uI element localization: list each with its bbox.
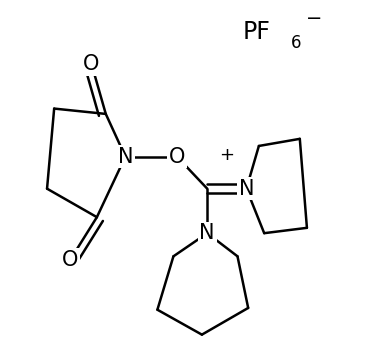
Text: N: N [200,223,215,243]
Text: O: O [62,250,78,270]
Text: N: N [239,179,254,199]
Text: 6: 6 [291,35,301,52]
Text: O: O [169,147,185,167]
Text: O: O [83,54,100,74]
Text: +: + [219,146,234,164]
Text: N: N [118,147,133,167]
Text: −: − [306,9,323,28]
Text: PF: PF [243,20,271,44]
